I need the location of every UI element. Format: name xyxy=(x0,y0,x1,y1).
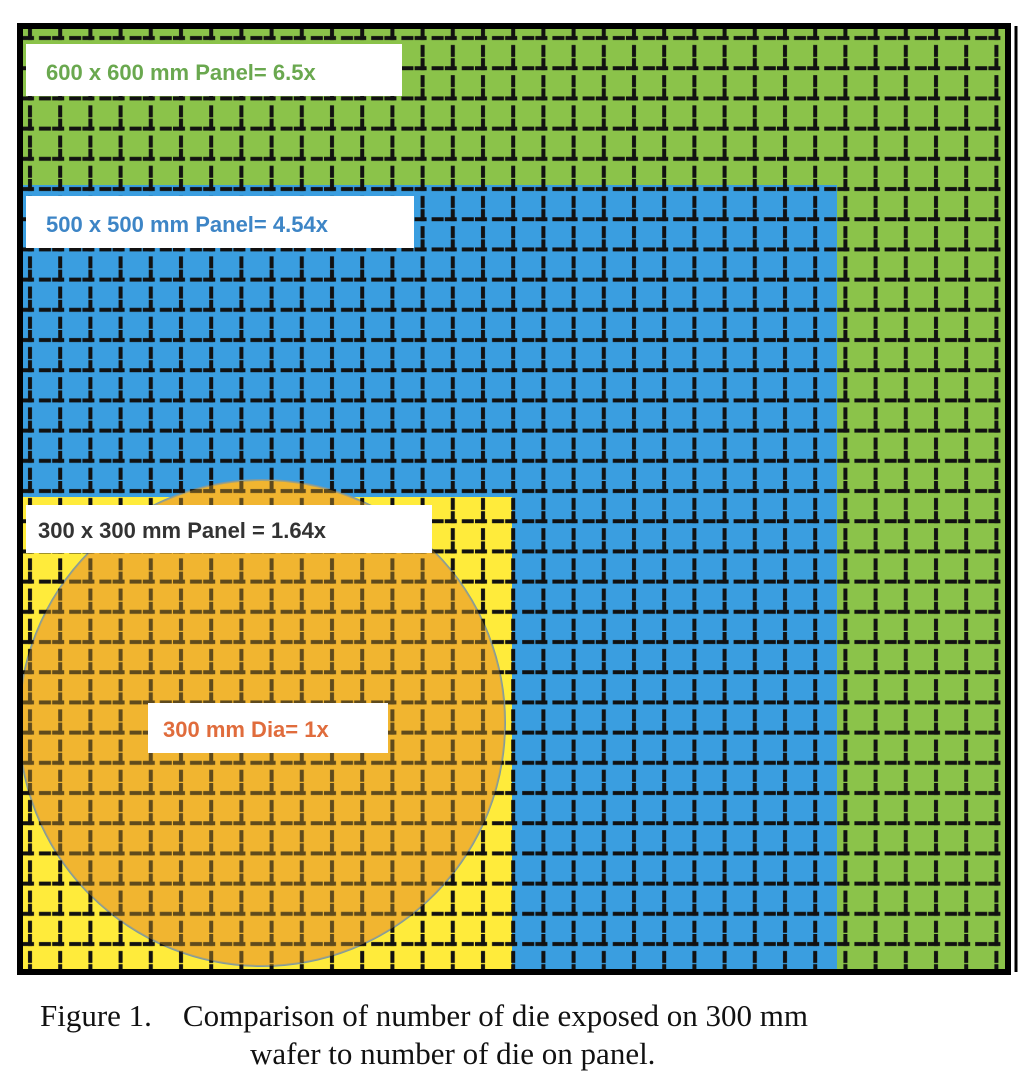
label-panel-300: 300 x 300 mm Panel = 1.64x xyxy=(26,505,432,553)
label-panel-300-text: 300 x 300 mm Panel = 1.64x xyxy=(38,518,327,543)
label-panel-500: 500 x 500 mm Panel= 4.54x xyxy=(26,196,414,248)
figure-frame xyxy=(17,23,1011,975)
label-wafer-300-text: 300 mm Dia= 1x xyxy=(163,717,329,742)
figure-caption-line-2: wafer to number of die on panel. xyxy=(250,1036,656,1071)
label-panel-600: 600 x 600 mm Panel= 6.5x xyxy=(26,44,402,96)
die-grid-overlay xyxy=(22,28,1006,972)
figure-caption-line-1: Figure 1. Comparison of number of die ex… xyxy=(40,998,809,1033)
label-panel-500-text: 500 x 500 mm Panel= 4.54x xyxy=(46,212,329,237)
label-panel-600-text: 600 x 600 mm Panel= 6.5x xyxy=(46,60,316,85)
label-wafer-300: 300 mm Dia= 1x xyxy=(148,703,388,753)
panel-comparison-figure: 600 x 600 mm Panel= 6.5x 500 x 500 mm Pa… xyxy=(17,23,1018,975)
